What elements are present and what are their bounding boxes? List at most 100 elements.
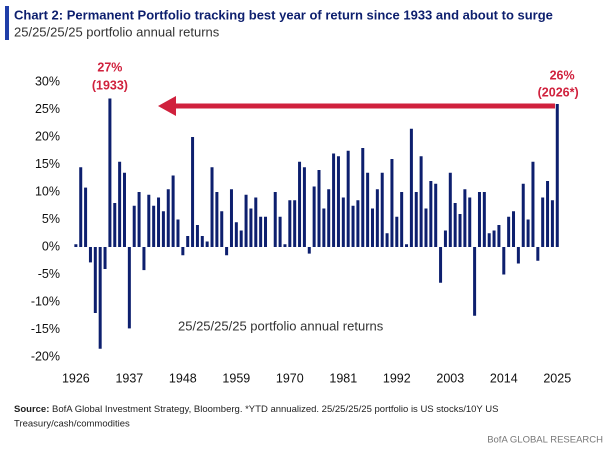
- bar: [225, 247, 229, 256]
- source-text-2: Treasury/cash/commodities: [14, 419, 130, 430]
- chart-title: Chart 2: Permanent Portfolio tracking be…: [14, 7, 553, 22]
- bar: [366, 172, 370, 247]
- y-tick-label: 20%: [35, 129, 60, 143]
- bar: [176, 219, 180, 247]
- bar: [307, 247, 311, 254]
- bar: [79, 167, 83, 247]
- x-tick-label: 1926: [62, 371, 90, 385]
- bar: [327, 189, 331, 247]
- x-tick-label: 2014: [490, 371, 518, 385]
- bar: [521, 183, 525, 247]
- bar: [157, 197, 161, 247]
- bar: [468, 197, 472, 247]
- bar: [458, 214, 462, 247]
- bar: [278, 216, 282, 247]
- bar: [108, 98, 112, 247]
- bar: [502, 247, 506, 275]
- bar: [142, 247, 146, 271]
- bar: [317, 170, 321, 247]
- arrow-head: [158, 96, 176, 116]
- bar: [132, 205, 136, 247]
- x-tick-label: 1959: [222, 371, 250, 385]
- bar: [259, 216, 263, 247]
- bar: [414, 192, 418, 247]
- bar: [550, 200, 554, 247]
- bar: [434, 183, 438, 247]
- bar: [395, 216, 399, 247]
- bar: [439, 247, 443, 283]
- bar: [298, 161, 302, 247]
- bar: [191, 137, 195, 247]
- bar: [429, 181, 433, 247]
- bar: [254, 197, 258, 247]
- y-tick-label: -20%: [31, 349, 60, 363]
- bar: [171, 175, 175, 247]
- bar: [137, 192, 141, 247]
- y-tick-label: 10%: [35, 184, 60, 198]
- bar: [322, 208, 326, 247]
- bar: [244, 194, 248, 247]
- bar: [370, 208, 374, 247]
- bar: [98, 247, 102, 349]
- annotation-sub: (2026*): [538, 85, 579, 99]
- bar: [302, 167, 306, 247]
- bar: [405, 244, 409, 247]
- bar: [546, 181, 550, 247]
- annotation: 26%: [550, 68, 575, 82]
- bar: [380, 172, 384, 247]
- bar: [492, 230, 496, 247]
- bar: [536, 247, 540, 261]
- y-tick-label: 30%: [35, 74, 60, 88]
- title-accent: [5, 6, 9, 40]
- bar: [463, 189, 467, 247]
- bar: [453, 203, 457, 247]
- bar: [312, 186, 316, 247]
- bar: [84, 187, 88, 247]
- bar: [555, 104, 559, 247]
- y-tick-label: -15%: [31, 322, 60, 336]
- bar: [210, 167, 214, 247]
- x-tick-label: 2003: [436, 371, 464, 385]
- bar: [181, 247, 185, 256]
- bar: [351, 205, 355, 247]
- y-tick-label: 0%: [42, 239, 60, 253]
- bar: [487, 233, 491, 247]
- bar: [390, 159, 394, 247]
- annotation-sub: (1933): [92, 78, 128, 92]
- x-tick-label: 1970: [276, 371, 304, 385]
- bar: [336, 156, 340, 247]
- x-tick-label: 2025: [543, 371, 571, 385]
- bar: [264, 216, 268, 247]
- footer: BofA GLOBAL RESEARCH: [487, 435, 603, 446]
- bar: [118, 161, 122, 247]
- y-tick-label: 25%: [35, 102, 60, 116]
- bar: [186, 236, 190, 247]
- bar: [473, 247, 477, 316]
- bar: [249, 208, 253, 247]
- bar: [375, 189, 379, 247]
- bar: [507, 216, 511, 247]
- bar: [273, 192, 277, 247]
- y-tick-label: -10%: [31, 294, 60, 308]
- bar: [356, 200, 360, 247]
- bar: [113, 203, 117, 247]
- bar: [332, 153, 336, 247]
- bar: [200, 236, 204, 247]
- bar: [482, 192, 486, 247]
- bar: [195, 225, 199, 247]
- bar: [400, 192, 404, 247]
- bar: [215, 192, 219, 247]
- bar: [409, 128, 413, 247]
- bar: [512, 211, 516, 247]
- bar: [346, 150, 350, 247]
- inner-label: 25/25/25/25 portfolio annual returns: [178, 318, 384, 333]
- bar: [205, 241, 209, 247]
- bar: [531, 161, 535, 247]
- bar: [341, 197, 345, 247]
- bar: [288, 200, 292, 247]
- bar: [161, 211, 165, 247]
- bar: [220, 211, 224, 247]
- bar: [127, 247, 131, 329]
- x-tick-label: 1981: [329, 371, 357, 385]
- bar: [419, 156, 423, 247]
